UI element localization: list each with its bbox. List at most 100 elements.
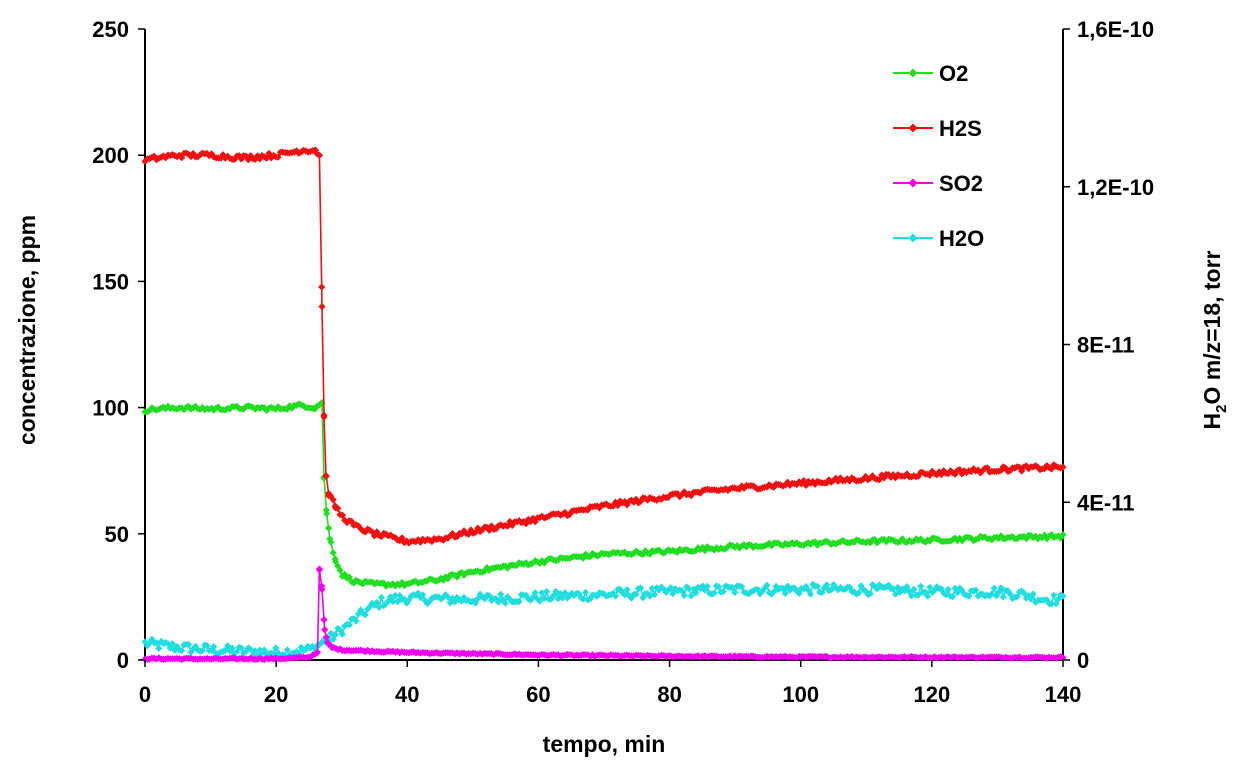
data-point-h2o — [494, 598, 502, 606]
data-point-h2o — [260, 646, 268, 654]
data-point-h2s — [903, 470, 911, 478]
data-point-o2 — [582, 550, 590, 558]
data-point-h2o — [233, 648, 241, 656]
data-point-h2s — [508, 521, 516, 529]
data-point-h2o — [451, 598, 459, 606]
data-point-o2 — [742, 543, 750, 551]
data-point-h2s — [329, 496, 337, 504]
data-point-h2o — [820, 584, 828, 592]
data-point-h2s — [368, 528, 376, 536]
data-point-h2s — [765, 481, 773, 489]
data-point-h2o — [403, 599, 411, 607]
data-point-o2 — [387, 581, 395, 589]
data-point-h2s — [412, 538, 420, 546]
data-point-h2o — [896, 588, 904, 596]
data-point-o2 — [566, 554, 574, 562]
x-tick-label: 120 — [913, 682, 950, 707]
data-point-h2o — [834, 586, 842, 594]
data-point-h2o — [648, 584, 656, 592]
data-point-h2o — [655, 586, 663, 594]
data-point-so2 — [325, 639, 333, 647]
data-point-h2o — [832, 584, 840, 592]
data-point-h2s — [676, 493, 684, 501]
data-point-h2s — [880, 474, 888, 482]
data-point-h2o — [497, 590, 505, 598]
data-point-h2o — [664, 586, 672, 594]
data-point-h2o — [384, 597, 392, 605]
data-point-h2s — [529, 514, 537, 522]
data-point-h2s — [453, 533, 461, 541]
data-point-o2 — [694, 544, 702, 552]
data-point-o2 — [221, 406, 229, 414]
data-point-h2o — [795, 589, 803, 597]
data-point-h2o — [579, 595, 587, 603]
data-point-h2o — [772, 582, 780, 591]
data-point-h2o — [552, 587, 560, 595]
data-point-h2o — [972, 586, 980, 594]
data-point-h2o — [685, 585, 693, 593]
data-point-h2o — [898, 585, 906, 593]
data-point-so2 — [320, 616, 328, 624]
data-point-o2 — [180, 406, 188, 414]
data-point-h2o — [228, 644, 236, 652]
data-point-o2 — [793, 539, 801, 547]
y2-axis-title-rest: O m/z=18, torr — [1199, 250, 1225, 404]
series-h2s — [141, 146, 1067, 547]
data-point-h2o — [460, 593, 468, 601]
data-point-o2 — [949, 536, 957, 544]
data-point-h2s — [868, 472, 877, 480]
data-point-h2s — [263, 154, 271, 162]
data-point-o2 — [159, 403, 167, 411]
data-point-o2 — [703, 543, 711, 551]
data-point-h2o — [527, 596, 535, 604]
data-point-o2 — [935, 536, 943, 544]
data-point-h2o — [827, 586, 835, 594]
legend-item-so2: SO2 — [893, 171, 983, 196]
data-point-h2s — [834, 477, 842, 485]
data-point-o2 — [501, 562, 509, 570]
data-point-h2s — [751, 484, 760, 492]
data-point-h2o — [974, 592, 982, 600]
y-tick-label: 50 — [105, 522, 129, 547]
y2-tick-label: 1,6E-10 — [1077, 17, 1154, 42]
data-point-o2 — [513, 561, 521, 569]
data-point-h2s — [685, 490, 693, 498]
data-point-h2o — [327, 629, 335, 637]
data-point-h2o — [653, 584, 661, 592]
data-point-h2s — [680, 488, 688, 496]
data-point-h2o — [855, 589, 863, 597]
data-point-h2s — [749, 482, 757, 490]
data-point-h2s — [827, 478, 835, 486]
data-point-h2o — [754, 585, 762, 594]
data-point-h2o — [352, 617, 360, 625]
data-point-h2o — [329, 635, 337, 643]
data-point-h2s — [616, 497, 624, 505]
data-point-o2 — [185, 402, 193, 410]
data-point-h2o — [894, 583, 902, 592]
data-point-h2o — [533, 595, 541, 603]
data-point-h2o — [593, 592, 601, 600]
data-point-so2 — [586, 652, 594, 660]
data-point-h2o — [391, 591, 399, 600]
data-point-o2 — [692, 546, 700, 555]
data-point-o2 — [554, 556, 562, 564]
data-point-h2o — [198, 646, 206, 655]
data-point-h2o — [657, 583, 665, 591]
data-point-h2s — [800, 477, 808, 485]
data-point-h2o — [618, 589, 626, 597]
data-point-h2o — [439, 593, 447, 601]
data-point-h2o — [361, 611, 369, 619]
data-point-o2 — [912, 535, 920, 543]
data-point-h2s — [793, 480, 801, 489]
data-point-o2 — [951, 534, 959, 542]
data-point-h2o — [442, 591, 450, 599]
data-point-h2o — [522, 591, 530, 599]
data-point-h2s — [935, 468, 943, 476]
data-point-h2s — [632, 495, 640, 503]
data-point-o2 — [336, 566, 344, 574]
data-point-h2s — [997, 466, 1005, 474]
data-point-o2 — [956, 534, 964, 542]
data-point-o2 — [522, 559, 530, 567]
data-point-h2o — [272, 644, 280, 652]
x-tick-label: 20 — [264, 682, 288, 707]
